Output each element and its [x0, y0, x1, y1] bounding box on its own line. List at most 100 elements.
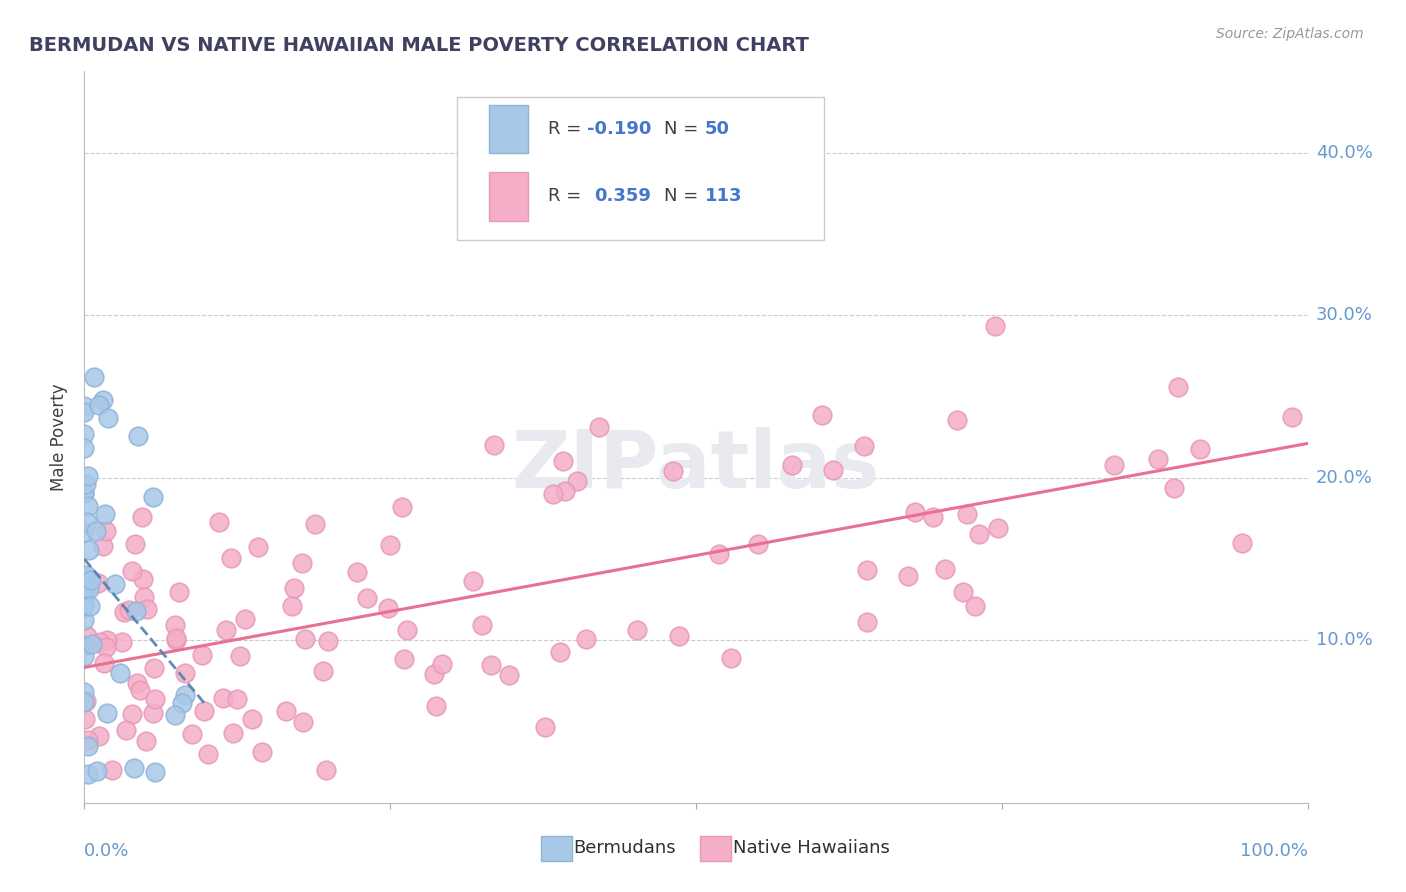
Point	[208, 515, 231, 529]
Text: 40.0%: 40.0%	[1316, 144, 1372, 161]
Point	[281, 599, 304, 613]
Point	[76, 499, 98, 513]
Point	[662, 464, 685, 478]
Point	[94, 508, 117, 522]
Point	[127, 429, 149, 443]
FancyBboxPatch shape	[541, 836, 572, 861]
Point	[163, 708, 186, 723]
Point	[197, 747, 219, 762]
Point	[73, 639, 96, 653]
Point	[80, 636, 103, 650]
Point	[897, 569, 920, 583]
Point	[101, 764, 124, 778]
Point	[73, 588, 96, 602]
Text: Bermudans: Bermudans	[574, 839, 676, 857]
Point	[378, 538, 401, 552]
Point	[1189, 442, 1212, 457]
Point	[89, 635, 111, 649]
Point	[215, 623, 238, 637]
Point	[124, 761, 146, 775]
Point	[73, 599, 96, 613]
Point	[91, 539, 114, 553]
Point	[934, 562, 956, 576]
Point	[292, 715, 315, 730]
Point	[73, 486, 96, 500]
Text: 0.359: 0.359	[595, 187, 651, 205]
Text: BERMUDAN VS NATIVE HAWAIIAN MALE POVERTY CORRELATION CHART: BERMUDAN VS NATIVE HAWAIIAN MALE POVERTY…	[30, 36, 810, 54]
Point	[96, 524, 118, 539]
Text: 10.0%: 10.0%	[1316, 632, 1372, 649]
Text: R =: R =	[548, 187, 593, 205]
Point	[1146, 452, 1168, 467]
FancyBboxPatch shape	[489, 105, 529, 153]
Point	[316, 634, 339, 648]
Text: 20.0%: 20.0%	[1316, 468, 1372, 487]
Point	[921, 509, 943, 524]
Point	[73, 485, 96, 500]
Point	[115, 723, 138, 737]
Point	[76, 515, 98, 529]
Point	[945, 412, 967, 426]
Point	[955, 507, 977, 521]
Point	[312, 665, 335, 679]
Point	[219, 550, 242, 565]
Point	[1102, 458, 1125, 473]
Point	[346, 565, 368, 579]
Point	[142, 706, 165, 720]
Text: 113: 113	[704, 187, 742, 205]
Point	[233, 612, 256, 626]
Point	[479, 657, 502, 672]
Point	[283, 581, 305, 595]
Point	[463, 574, 485, 588]
Point	[73, 400, 96, 414]
Point	[304, 517, 326, 532]
Point	[709, 547, 731, 561]
Y-axis label: Male Poverty: Male Poverty	[51, 384, 69, 491]
Point	[77, 739, 100, 754]
Point	[87, 398, 110, 412]
Point	[73, 574, 96, 588]
Point	[668, 629, 690, 643]
Point	[720, 650, 742, 665]
Point	[291, 556, 314, 570]
Point	[575, 632, 598, 646]
Point	[84, 524, 107, 538]
FancyBboxPatch shape	[457, 97, 824, 240]
Point	[143, 764, 166, 779]
Point	[73, 599, 96, 613]
Point	[193, 704, 215, 718]
Point	[392, 652, 415, 666]
Text: 50: 50	[704, 120, 730, 138]
Point	[97, 410, 120, 425]
Point	[856, 563, 879, 577]
Point	[143, 691, 166, 706]
Point	[91, 392, 114, 407]
Point	[73, 613, 96, 627]
Point	[780, 458, 803, 473]
Point	[252, 745, 274, 759]
Point	[73, 525, 96, 540]
Point	[377, 601, 399, 615]
Point	[142, 661, 165, 675]
Point	[77, 543, 100, 558]
Point	[75, 694, 97, 708]
Point	[73, 712, 96, 726]
Point	[952, 585, 974, 599]
Point	[274, 704, 297, 718]
Point	[315, 764, 337, 778]
Point	[984, 318, 1007, 333]
Point	[129, 683, 152, 698]
Point	[86, 764, 108, 779]
Point	[356, 591, 378, 606]
Point	[498, 668, 520, 682]
Point	[294, 632, 316, 646]
Point	[229, 648, 252, 663]
Point	[246, 541, 269, 555]
Point	[1230, 536, 1253, 550]
Point	[132, 572, 155, 586]
Point	[73, 570, 96, 584]
Point	[121, 564, 143, 578]
Point	[76, 629, 98, 643]
Point	[108, 666, 131, 681]
Point	[73, 404, 96, 418]
